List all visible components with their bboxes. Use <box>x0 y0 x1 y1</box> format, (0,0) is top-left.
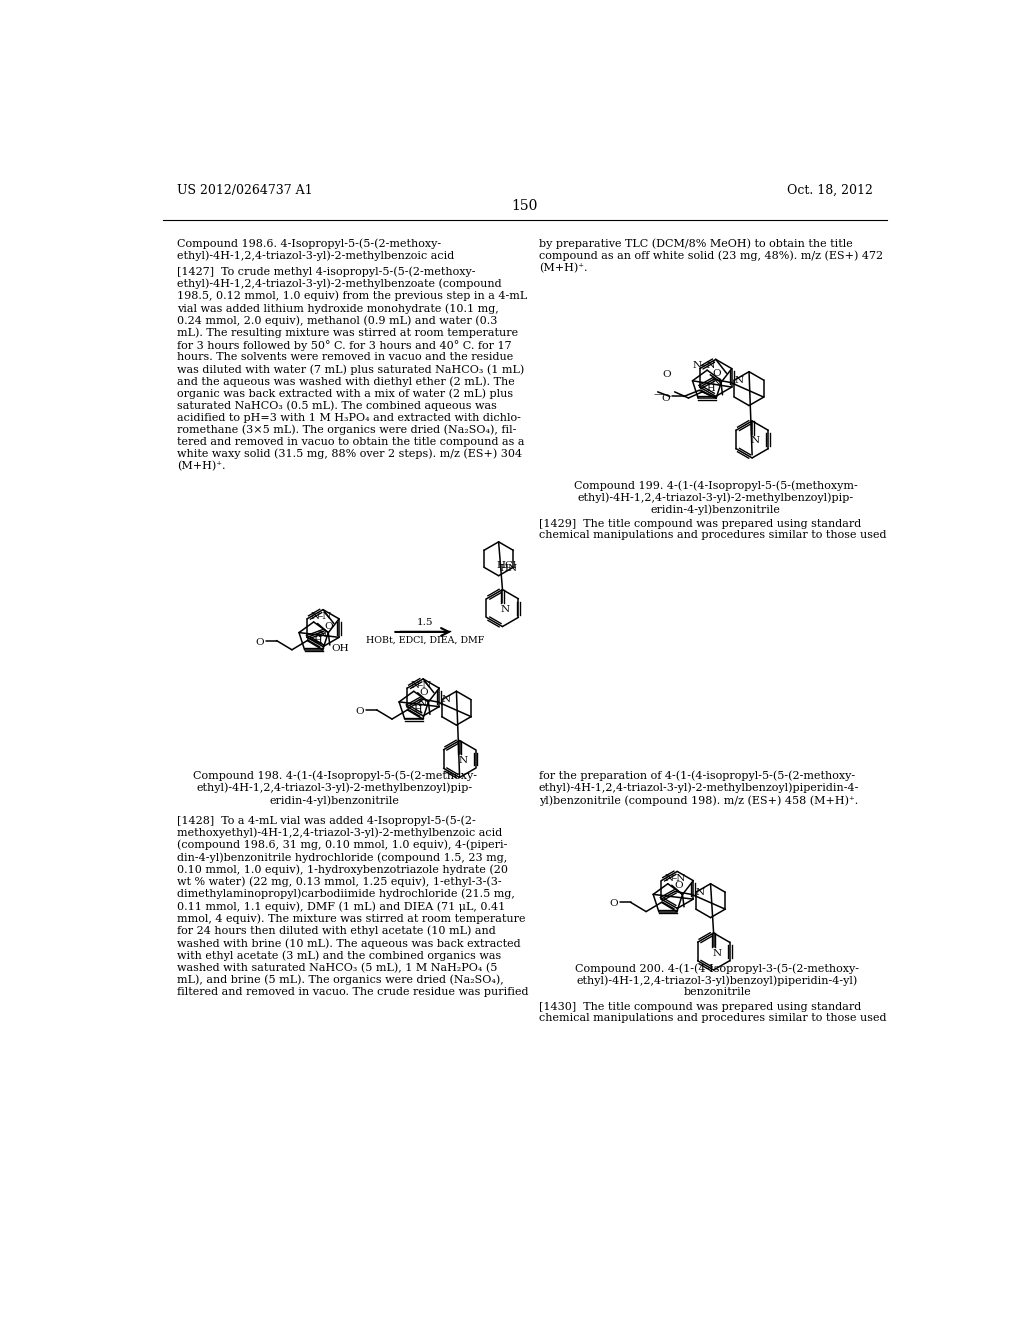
Text: N: N <box>411 681 420 690</box>
Text: O: O <box>609 899 618 908</box>
Text: N: N <box>441 696 451 704</box>
Text: HN: HN <box>500 564 517 573</box>
Text: N: N <box>734 376 743 384</box>
Text: O: O <box>674 880 683 890</box>
Text: N: N <box>712 949 721 957</box>
Text: OH: OH <box>332 644 349 652</box>
Text: [1427]  To crude methyl 4-isopropyl-5-(5-(2-methoxy-
ethyl)-4H-1,2,4-triazol-3-y: [1427] To crude methyl 4-isopropyl-5-(5-… <box>177 267 527 471</box>
Text: O: O <box>325 622 333 631</box>
Text: by preparative TLC (DCM/8% MeOH) to obtain the title
compound as an off white so: by preparative TLC (DCM/8% MeOH) to obta… <box>539 239 883 273</box>
Text: –N: –N <box>672 874 686 883</box>
Text: 150: 150 <box>512 199 538 213</box>
Text: –N: –N <box>418 681 432 690</box>
Text: 1.5: 1.5 <box>417 618 433 627</box>
Text: N–N: N–N <box>692 362 716 370</box>
Text: –N: –N <box>317 612 332 620</box>
Text: [1430]  The title compound was prepared using standard
chemical manipulations an: [1430] The title compound was prepared u… <box>539 1002 886 1023</box>
Text: N: N <box>458 756 467 766</box>
Text: O: O <box>663 371 672 379</box>
Text: N: N <box>751 437 760 445</box>
Text: N: N <box>418 698 427 708</box>
Text: [1428]  To a 4-mL vial was added 4-Isopropyl-5-(5-(2-
methoxyethyl)-4H-1,2,4-tri: [1428] To a 4-mL vial was added 4-Isopro… <box>177 816 528 997</box>
Text: N: N <box>317 630 327 639</box>
Text: O: O <box>420 688 428 697</box>
Text: N: N <box>310 612 319 620</box>
Text: O: O <box>355 708 365 715</box>
Text: N: N <box>696 888 706 896</box>
Text: N: N <box>501 605 510 614</box>
Text: HCl: HCl <box>497 561 517 570</box>
Text: N: N <box>711 378 720 387</box>
Text: Compound 198. 4-(1-(4-Isopropyl-5-(5-(2-methoxy-
ethyl)-4H-1,2,4-triazol-3-yl)-2: Compound 198. 4-(1-(4-Isopropyl-5-(5-(2-… <box>193 771 476 805</box>
Text: for the preparation of 4-(1-(4-isopropyl-5-(5-(2-methoxy-
ethyl)-4H-1,2,4-triazo: for the preparation of 4-(1-(4-isopropyl… <box>539 771 859 805</box>
Text: O: O <box>256 638 264 647</box>
Text: O: O <box>713 368 721 378</box>
Text: N: N <box>665 874 674 883</box>
Text: Compound 198.6. 4-Isopropyl-5-(5-(2-methoxy-
ethyl)-4H-1,2,4-triazol-3-yl)-2-met: Compound 198.6. 4-Isopropyl-5-(5-(2-meth… <box>177 239 454 261</box>
Text: O: O <box>662 393 670 403</box>
Text: Compound 199. 4-(1-(4-Isopropyl-5-(5-(methoxym-
ethyl)-4H-1,2,4-triazol-3-yl)-2-: Compound 199. 4-(1-(4-Isopropyl-5-(5-(me… <box>573 480 858 515</box>
Text: H: H <box>414 705 422 714</box>
Text: HOBt, EDCl, DIEA, DMF: HOBt, EDCl, DIEA, DMF <box>366 636 484 645</box>
Text: US 2012/0264737 A1: US 2012/0264737 A1 <box>177 185 312 197</box>
Text: [1429]  The title compound was prepared using standard
chemical manipulations an: [1429] The title compound was prepared u… <box>539 519 886 540</box>
Text: H: H <box>313 636 322 644</box>
Text: Oct. 18, 2012: Oct. 18, 2012 <box>787 185 872 197</box>
Text: H: H <box>707 384 716 393</box>
Text: Compound 200. 4-(1-(4-Isopropyl-3-(5-(2-methoxy-
ethyl)-4H-1,2,4-triazol-3-yl)be: Compound 200. 4-(1-(4-Isopropyl-3-(5-(2-… <box>575 964 859 998</box>
Text: —: — <box>654 391 665 400</box>
